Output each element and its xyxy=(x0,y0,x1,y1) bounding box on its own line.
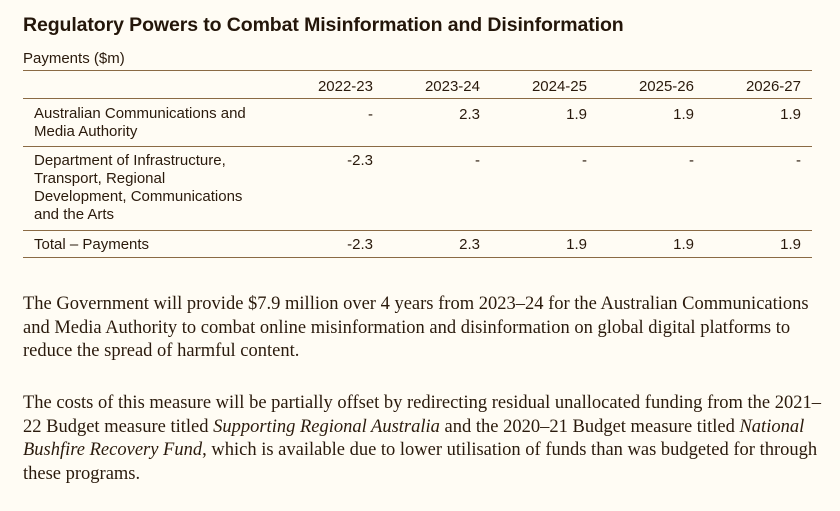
cell-value: -2.3 xyxy=(347,236,373,253)
column-header: 2023-24 xyxy=(424,78,480,95)
row-label-line: Transport, Regional xyxy=(34,170,166,187)
column-header: 2024-25 xyxy=(531,78,587,95)
cell-value: - xyxy=(475,152,480,169)
measure-title: Regulatory Powers to Combat Misinformati… xyxy=(23,14,624,36)
row-label: Australian Communications and Media Auth… xyxy=(34,105,294,141)
table-top-rule xyxy=(23,70,812,71)
column-header: 2025-26 xyxy=(638,78,694,95)
cell-value: 1.9 xyxy=(673,236,694,253)
row-label-line: and the Arts xyxy=(34,206,115,223)
row-label-line: Department of Infrastructure, xyxy=(34,152,226,169)
cell-value: - xyxy=(368,106,373,123)
description-paragraph: The Government will provide $7.9 million… xyxy=(23,294,809,361)
paragraph-text: and the 2020–21 Budget measure titled xyxy=(439,416,740,437)
column-header: 2022-23 xyxy=(317,78,373,95)
row-label-line: Australian Communications and xyxy=(34,105,246,122)
cell-value: -2.3 xyxy=(347,152,373,169)
cell-value: 2.3 xyxy=(459,106,480,123)
row-rule xyxy=(23,230,812,231)
measure-name-italic: National Bushfire Recovery Fund xyxy=(23,416,805,461)
cell-value: 2.3 xyxy=(459,236,480,253)
paragraph-text: , which is available due to lower utilis… xyxy=(23,440,818,484)
measure-name-italic: Supporting Regional Australia xyxy=(213,416,440,437)
row-label: Total – Payments xyxy=(34,236,150,253)
cell-value: 1.9 xyxy=(780,106,801,123)
cell-value: - xyxy=(796,152,801,169)
row-label-line: Development, Communications xyxy=(34,188,243,205)
cell-value: 1.9 xyxy=(566,106,587,123)
column-header: 2026-27 xyxy=(745,78,801,95)
paragraph-text: The costs of this measure will be partia… xyxy=(23,393,822,437)
row-rule xyxy=(23,146,812,147)
cell-value: - xyxy=(689,152,694,169)
row-label-line: Media Authority xyxy=(34,123,138,140)
header-rule xyxy=(23,98,812,99)
cell-value: 1.9 xyxy=(566,236,587,253)
row-label: Department of Infrastructure, Transport,… xyxy=(34,152,294,224)
cell-value: - xyxy=(582,152,587,169)
cell-value: 1.9 xyxy=(673,106,694,123)
table-caption: Payments ($m) xyxy=(23,50,125,67)
cell-value: 1.9 xyxy=(780,236,801,253)
table-bottom-rule xyxy=(23,257,812,258)
offset-paragraph: The costs of this measure will be partia… xyxy=(23,392,823,486)
